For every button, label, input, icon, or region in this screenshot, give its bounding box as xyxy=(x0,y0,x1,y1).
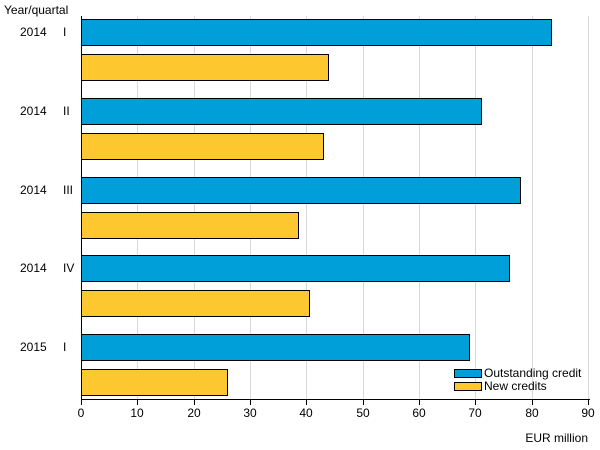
x-tick xyxy=(137,400,138,405)
x-tick xyxy=(81,400,82,405)
bar-outstanding-credit xyxy=(82,255,510,282)
x-tick xyxy=(419,400,420,405)
y-axis-title: Year/quartal xyxy=(4,3,69,17)
gridline xyxy=(137,16,138,399)
x-tick-label: 40 xyxy=(299,406,313,420)
legend-swatch-icon xyxy=(454,382,482,391)
gridline xyxy=(194,16,195,399)
category-year: 2014 xyxy=(20,261,47,275)
gridline xyxy=(475,16,476,399)
x-tick-label: 30 xyxy=(243,406,257,420)
bar-new-credits xyxy=(82,54,329,81)
bar-new-credits xyxy=(82,290,310,317)
x-tick-label: 20 xyxy=(187,406,201,420)
bar-outstanding-credit xyxy=(82,177,521,204)
x-tick-label: 70 xyxy=(468,406,482,420)
legend-item-new: New credits xyxy=(454,380,581,393)
gridline xyxy=(306,16,307,399)
x-tick xyxy=(306,400,307,405)
category-year: 2015 xyxy=(20,340,47,354)
category-year: 2014 xyxy=(20,183,47,197)
category-quarter: I xyxy=(63,340,67,354)
category-year: 2014 xyxy=(20,25,47,39)
x-tick-label: 10 xyxy=(130,406,144,420)
category-quarter: I xyxy=(63,25,67,39)
bar-outstanding-credit xyxy=(82,334,470,361)
x-tick xyxy=(532,400,533,405)
x-tick xyxy=(194,400,195,405)
bar-new-credits xyxy=(82,212,299,239)
x-tick-label: 60 xyxy=(412,406,426,420)
x-axis-line xyxy=(81,399,590,400)
category-quarter: III xyxy=(63,183,74,197)
x-tick xyxy=(363,400,364,405)
bar-new-credits xyxy=(82,133,324,160)
x-tick xyxy=(250,400,251,405)
x-tick xyxy=(475,400,476,405)
category-year: 2014 xyxy=(20,104,47,118)
gridline xyxy=(588,16,589,399)
y-axis-line xyxy=(81,16,82,400)
x-axis-title: EUR million xyxy=(525,431,588,445)
x-tick-label: 90 xyxy=(581,406,595,420)
legend-swatch-icon xyxy=(454,369,482,378)
bar-new-credits xyxy=(82,369,228,396)
x-tick-label: 80 xyxy=(525,406,539,420)
legend: Outstanding credit New credits xyxy=(454,367,581,393)
bar-outstanding-credit xyxy=(82,98,482,125)
gridline xyxy=(419,16,420,399)
x-tick xyxy=(588,400,589,405)
category-quarter: II xyxy=(63,104,70,118)
category-quarter: IV xyxy=(63,261,75,275)
x-tick-label: 0 xyxy=(77,406,85,420)
gridline xyxy=(532,16,533,399)
x-tick-label: 50 xyxy=(356,406,370,420)
legend-item-outstanding: Outstanding credit xyxy=(454,367,581,380)
gridline xyxy=(250,16,251,399)
bar-outstanding-credit xyxy=(82,19,552,46)
gridline xyxy=(363,16,364,399)
